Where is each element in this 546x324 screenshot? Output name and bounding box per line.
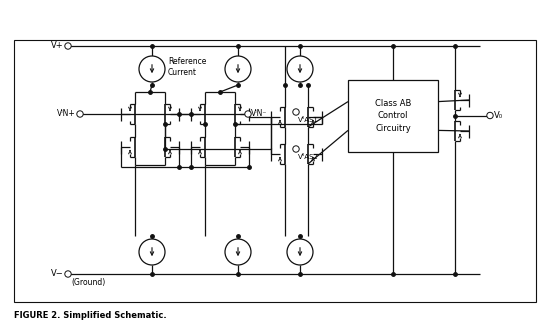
Circle shape: [139, 239, 165, 265]
Circle shape: [293, 109, 299, 115]
Text: V₀: V₀: [494, 111, 503, 120]
Circle shape: [245, 111, 251, 117]
Circle shape: [139, 56, 165, 82]
Text: VᴵᴵAS2: VᴵᴵAS2: [298, 154, 319, 160]
Circle shape: [65, 271, 71, 277]
Text: Reference
Current: Reference Current: [168, 57, 206, 77]
Bar: [348, 80, 438, 152]
Bar: [14, 40, 536, 302]
Text: Class AB
Control
Circuitry: Class AB Control Circuitry: [375, 99, 411, 133]
Text: VᴵN⁻: VᴵN⁻: [251, 110, 268, 119]
Text: (Ground): (Ground): [71, 278, 105, 287]
Circle shape: [287, 56, 313, 82]
Circle shape: [225, 239, 251, 265]
Text: FIGURE 2. Simplified Schematic.: FIGURE 2. Simplified Schematic.: [14, 311, 167, 320]
Circle shape: [487, 112, 493, 119]
Circle shape: [65, 43, 71, 49]
Circle shape: [293, 146, 299, 152]
Circle shape: [77, 111, 83, 117]
Text: VᴵN+: VᴵN+: [57, 110, 76, 119]
Circle shape: [287, 239, 313, 265]
Circle shape: [225, 56, 251, 82]
Text: V+: V+: [51, 41, 64, 51]
Text: V−: V−: [51, 270, 64, 279]
Text: VᴵᴵAS1: VᴵᴵAS1: [298, 117, 319, 123]
